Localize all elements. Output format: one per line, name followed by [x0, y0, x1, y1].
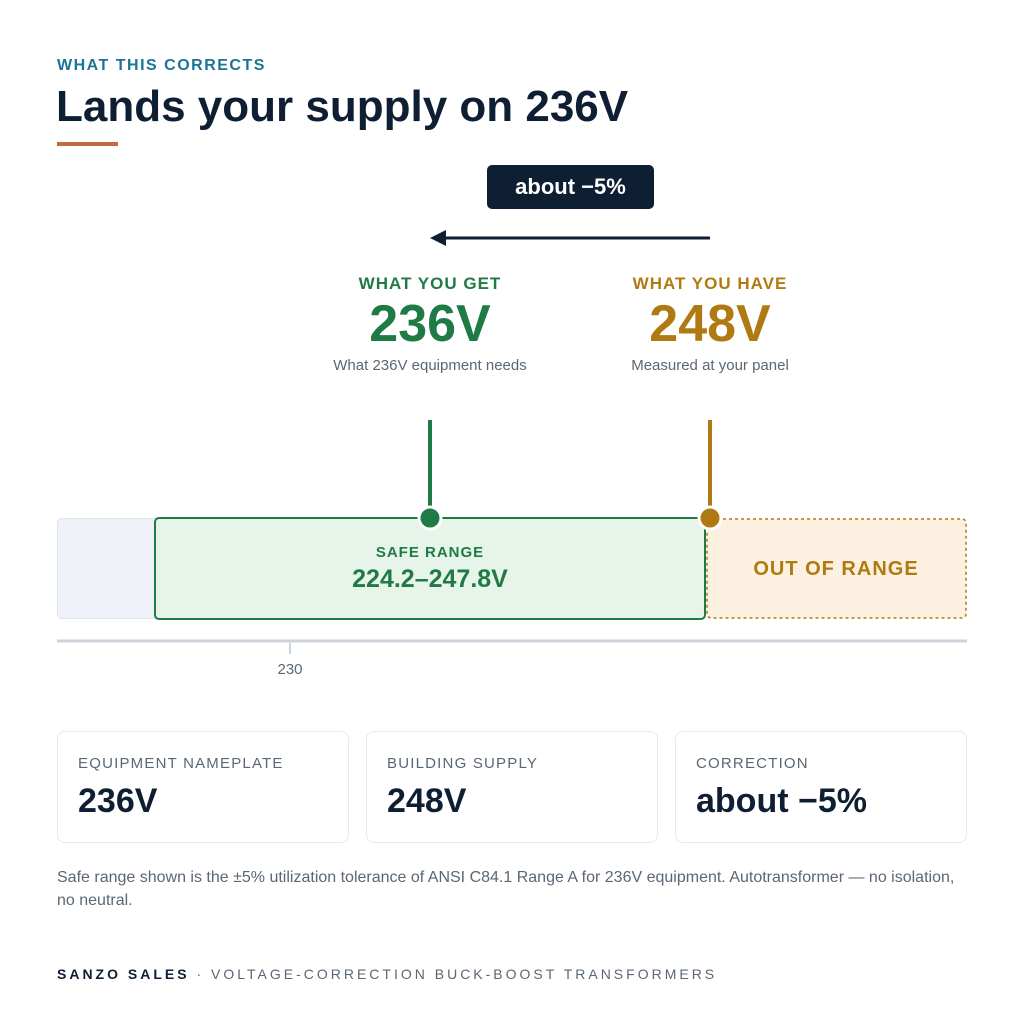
axis-tick-label: 230	[277, 661, 303, 678]
title-underline	[57, 142, 118, 146]
card: CORRECTION about −5%	[675, 731, 967, 843]
low-band	[57, 518, 168, 619]
current-label: WHAT YOU HAVE	[632, 274, 788, 293]
out-of-range-band	[706, 518, 967, 619]
card-value: 248V	[387, 782, 467, 820]
target-label: WHAT YOU GET	[358, 274, 502, 293]
diagram	[57, 230, 967, 654]
current-value: 248V	[649, 295, 771, 353]
brand: SANZO SALES	[57, 966, 190, 982]
tagline: VOLTAGE-CORRECTION BUCK-BOOST TRANSFORME…	[211, 966, 718, 982]
safe-label: SAFE RANGE	[375, 544, 485, 561]
card-label: CORRECTION	[696, 755, 809, 772]
out-label: OUT OF RANGE	[753, 558, 919, 580]
footnote: Safe range shown is the ±5% utilization …	[57, 869, 955, 909]
card-label: BUILDING SUPPLY	[387, 755, 539, 772]
target-dot	[417, 505, 443, 531]
card-label: EQUIPMENT NAMEPLATE	[78, 755, 284, 772]
eyebrow: WHAT THIS CORRECTS	[57, 57, 266, 74]
target-caption: What 236V equipment needs	[333, 357, 527, 374]
current-caption: Measured at your panel	[631, 357, 789, 374]
separator: ·	[196, 966, 205, 982]
card: BUILDING SUPPLY 248V	[366, 731, 658, 843]
card-value: about −5%	[696, 782, 867, 820]
footer: SANZO SALES · VOLTAGE-CORRECTION BUCK-BO…	[57, 966, 717, 982]
shift-badge: about −5%	[487, 165, 654, 209]
arrow-head	[430, 230, 446, 246]
card: EQUIPMENT NAMEPLATE 236V	[57, 731, 349, 843]
current-dot	[697, 505, 723, 531]
card-value: 236V	[78, 782, 158, 820]
safe-range: 224.2–247.8V	[352, 565, 508, 593]
title: Lands your supply on 236V	[56, 82, 629, 131]
target-value: 236V	[369, 295, 491, 353]
